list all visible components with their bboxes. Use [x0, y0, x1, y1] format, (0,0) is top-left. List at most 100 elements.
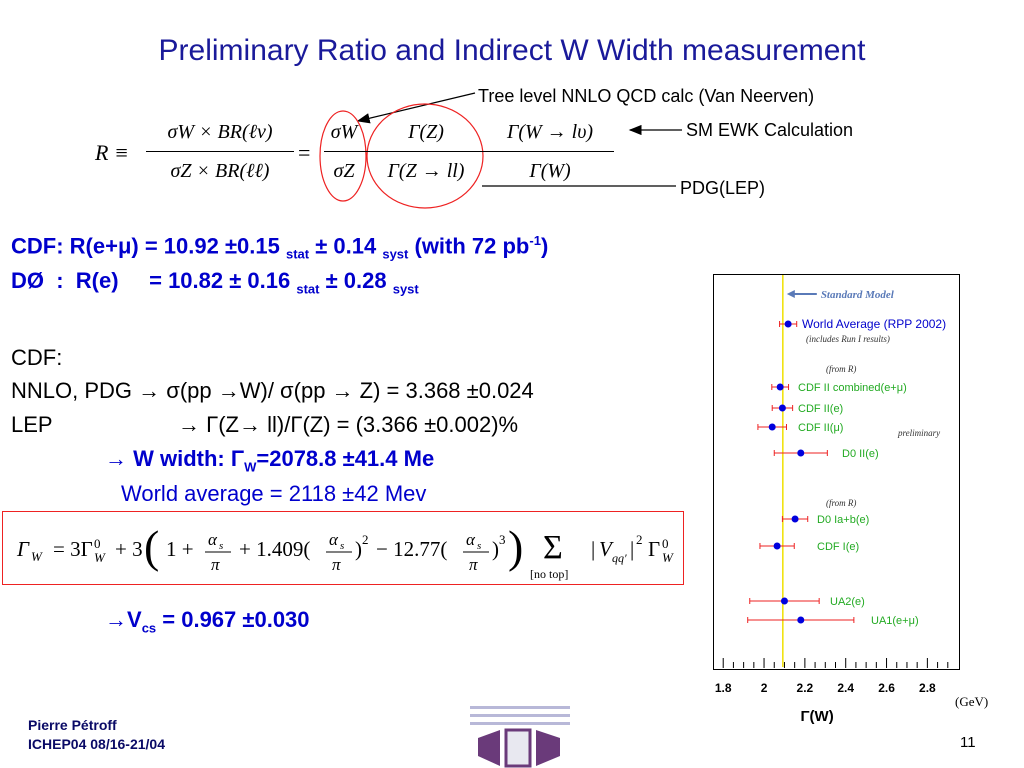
circle-gamma-ratio: [366, 103, 484, 209]
x-tick-label: 2.6: [878, 681, 895, 695]
eq-gamma-zll: Γ(Z → ll): [387, 160, 465, 182]
x-axis-label: Γ(W): [801, 708, 834, 725]
plot-note: (from R): [826, 498, 856, 508]
x-tick-label: 2: [761, 681, 768, 695]
w-width-plot: Standard Model 1.8 2 2.2 2.4 2.6 2.8 Γ(W) (GeV) (…: [715, 275, 988, 725]
svg-text:s: s: [219, 540, 223, 552]
point-label: World Average (RPP 2002): [802, 317, 946, 331]
plot-note: (includes Run I results): [806, 334, 890, 344]
svg-text:W: W: [94, 550, 106, 565]
data-point: [773, 542, 781, 550]
result-cdf-stat: stat: [285, 246, 310, 262]
footer-author: Pierre Pétroff: [28, 717, 117, 733]
svg-text:π: π: [211, 555, 220, 574]
w-width-value: =2078.8 ±41.4 Me: [256, 446, 435, 471]
data-point: [784, 320, 792, 328]
result-cdf-close: ): [540, 233, 549, 259]
x-tick-label: 1.8: [715, 681, 732, 695]
result-d0-syst: syst: [392, 281, 419, 297]
svg-text:2: 2: [362, 532, 369, 547]
vcs-result: →Vcs = 0.967 ±0.030: [105, 607, 310, 635]
svg-text:Σ: Σ: [543, 529, 563, 566]
svg-text:+ 3: + 3: [115, 537, 143, 561]
point-label: CDF I(e): [817, 541, 859, 553]
footer-conference: ICHEP04 08/16-21/04: [28, 736, 165, 752]
eq-sigma-w: σW: [330, 121, 358, 143]
data-point: [768, 423, 776, 431]
svg-text:W: W: [662, 550, 674, 565]
w-width-label: → W width: Γ: [105, 446, 245, 471]
svg-text:): ): [355, 537, 362, 561]
body-cdf-label: CDF:: [11, 345, 63, 370]
vcs-label: →V: [105, 607, 142, 632]
point-label: CDF II combined(e+μ): [798, 382, 907, 394]
body-lep-line: → Γ(Z→ ll)/Γ(Z) = (3.366 ±0.002)%: [178, 412, 519, 437]
svg-text:V: V: [599, 537, 614, 561]
vcs-sub: cs: [141, 620, 157, 636]
annotation-pdg: PDG(LEP): [680, 178, 766, 198]
eq-gamma-wlv: Γ(W → lυ): [506, 121, 594, 143]
result-d0-value: DØ : R(e) = 10.82 ± 0.16: [11, 268, 297, 293]
body-w-width: → W width: ΓW=2078.8 ±41.4 Me: [105, 446, 434, 474]
eq-equals: =: [298, 140, 311, 165]
eq-gamma-z: Γ(Z): [408, 121, 444, 143]
x-tick-label: 2.2: [797, 681, 814, 695]
svg-text:− 12.77(: − 12.77(: [376, 537, 447, 561]
svg-text:Γ: Γ: [16, 537, 30, 561]
eq-sigma-z: σZ: [333, 160, 355, 182]
data-point: [797, 449, 805, 457]
result-cdf-syst-value: ± 0.14: [309, 233, 383, 259]
svg-text:+ 1.409(: + 1.409(: [239, 537, 310, 561]
svg-text:= 3Γ: = 3Γ: [53, 537, 93, 561]
result-d0: DØ : R(e) = 10.82 ± 0.16 stat ± 0.28 sys…: [11, 268, 419, 296]
annotation-sm-ewk: SM EWK Calculation: [686, 120, 854, 140]
result-cdf-value: CDF: R(e+μ) = 10.92 ±0.15: [11, 233, 286, 259]
svg-text:0: 0: [94, 536, 101, 551]
body-nnlo-line: NNLO, PDG → σ(pp →W)/ σ(pp → Z) = 3.368 …: [11, 378, 534, 403]
circle-sigma-ratio: [319, 110, 367, 202]
arrow-tree-level: [356, 92, 476, 124]
result-cdf-lumi: (with 72 pb: [408, 233, 530, 259]
eq-fraction-bar-1: [146, 151, 294, 152]
point-label: D0 II(e): [842, 448, 879, 460]
svg-text:α: α: [466, 530, 476, 549]
slide-number: 11: [960, 734, 976, 751]
point-label: UA2(e): [830, 596, 865, 608]
x-tick-label: 2.4: [837, 681, 854, 695]
svg-text:Γ: Γ: [648, 537, 660, 561]
svg-text:): ): [508, 521, 523, 572]
point-label: UA1(e+μ): [871, 615, 919, 627]
svg-text:s: s: [477, 540, 481, 552]
svg-text:(: (: [144, 521, 159, 572]
result-cdf: CDF: R(e+μ) = 10.92 ±0.15 stat ± 0.14 sy…: [11, 233, 548, 262]
standard-model-arrowhead: [786, 290, 795, 298]
svg-text:|: |: [591, 537, 595, 561]
eq-num1: σW × BR(ℓν): [167, 121, 273, 143]
svg-text:[no top]: [no top]: [530, 567, 568, 581]
point-label: D0 Ia+b(e): [817, 514, 869, 526]
slide-title: Preliminary Ratio and Indirect W Width m…: [158, 34, 866, 67]
footer: Pierre Pétroff ICHEP04 08/16-21/04: [28, 716, 165, 754]
svg-text:|: |: [630, 537, 634, 561]
data-point: [776, 383, 784, 391]
standard-model-label: Standard Model: [821, 289, 895, 301]
plot-note: (from R): [826, 364, 856, 374]
w-width-sub: W: [244, 459, 257, 475]
body-world-average: World average = 2118 ±42 Mev: [121, 481, 427, 506]
data-point: [791, 515, 799, 523]
eq-lhs: R ≡: [95, 140, 129, 165]
vcs-value: = 0.967 ±0.030: [156, 607, 310, 632]
svg-text:3: 3: [499, 532, 506, 547]
w-width-plot-frame: [713, 274, 960, 670]
svg-text:α: α: [329, 530, 339, 549]
data-point: [797, 616, 805, 624]
svg-text:π: π: [469, 555, 478, 574]
svg-text:s: s: [340, 540, 344, 552]
point-label: CDF II(μ): [798, 422, 843, 434]
data-point: [780, 597, 788, 605]
result-cdf-syst: syst: [382, 246, 409, 262]
point-label: CDF II(e): [798, 403, 843, 415]
